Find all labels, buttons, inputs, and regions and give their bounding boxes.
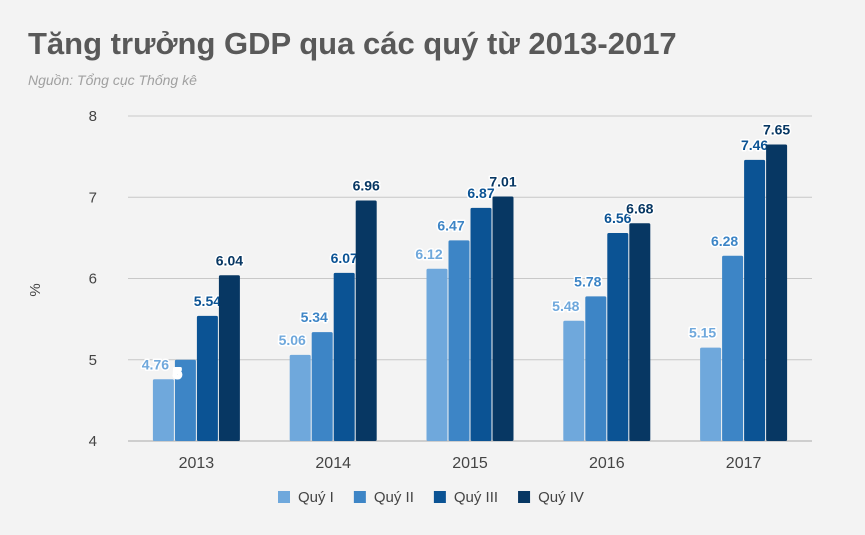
x-tick-label: 2013	[179, 455, 215, 472]
data-label: 7.65	[763, 121, 790, 137]
bar	[333, 272, 355, 441]
legend-swatch	[278, 491, 290, 503]
bar	[700, 347, 722, 441]
x-tick-label: 2015	[452, 455, 488, 472]
legend-swatch	[353, 491, 366, 503]
legend-label: Quý III	[454, 489, 498, 506]
bar	[355, 200, 377, 441]
data-label: 5.06	[279, 332, 306, 348]
data-label: 5.54	[194, 293, 221, 309]
data-label: 7.01	[489, 173, 516, 189]
legend-swatch	[433, 491, 446, 503]
data-label: 6.28	[711, 233, 738, 249]
x-tick-label: 2017	[726, 455, 762, 472]
bar	[152, 379, 174, 441]
data-label: 5.78	[574, 273, 601, 289]
y-axis-label: %	[27, 283, 44, 296]
data-label: 6.47	[437, 217, 464, 233]
bar	[426, 268, 448, 441]
chart-subtitle: Nguồn: Tổng cục Thống kê	[28, 72, 197, 88]
bar	[174, 359, 196, 441]
bar	[607, 233, 629, 441]
y-tick-label: 5	[89, 352, 97, 369]
y-tick-label: 8	[89, 108, 97, 125]
data-label: 6.68	[626, 200, 653, 216]
data-label: 7.46	[741, 137, 768, 153]
bar	[196, 315, 218, 441]
legend-label: Quý II	[374, 489, 414, 506]
bar	[448, 240, 470, 441]
bar	[629, 223, 651, 441]
bar	[492, 196, 514, 441]
bar	[585, 296, 607, 441]
bar	[289, 354, 311, 441]
data-label: 6.04	[216, 252, 243, 268]
legend-swatch	[518, 491, 531, 503]
x-tick-label: 2014	[315, 455, 351, 472]
bar	[766, 144, 788, 441]
data-label: 6.56	[604, 210, 631, 226]
data-label: 6.12	[415, 246, 442, 262]
bar	[218, 275, 240, 441]
chart-title: Tăng trưởng GDP qua các quý từ 2013-2017	[28, 26, 677, 61]
data-label: 5	[174, 365, 182, 381]
data-label: 6.87	[467, 185, 494, 201]
bar	[311, 332, 333, 441]
bar	[744, 159, 766, 441]
y-tick-label: 7	[89, 189, 97, 206]
bar	[563, 320, 585, 441]
data-label: 5.15	[689, 325, 716, 341]
data-label: 6.07	[331, 250, 358, 266]
y-tick-label: 4	[89, 433, 97, 450]
data-label: 5.48	[552, 298, 579, 314]
legend-label: Quý I	[298, 489, 334, 506]
data-label: 5.34	[301, 309, 328, 325]
data-label: 4.76	[142, 356, 169, 372]
data-label: 6.96	[353, 178, 380, 194]
bar	[722, 255, 744, 441]
x-tick-label: 2016	[589, 455, 625, 472]
bar	[470, 207, 492, 441]
y-tick-label: 6	[89, 271, 97, 288]
legend-label: Quý IV	[538, 489, 584, 506]
